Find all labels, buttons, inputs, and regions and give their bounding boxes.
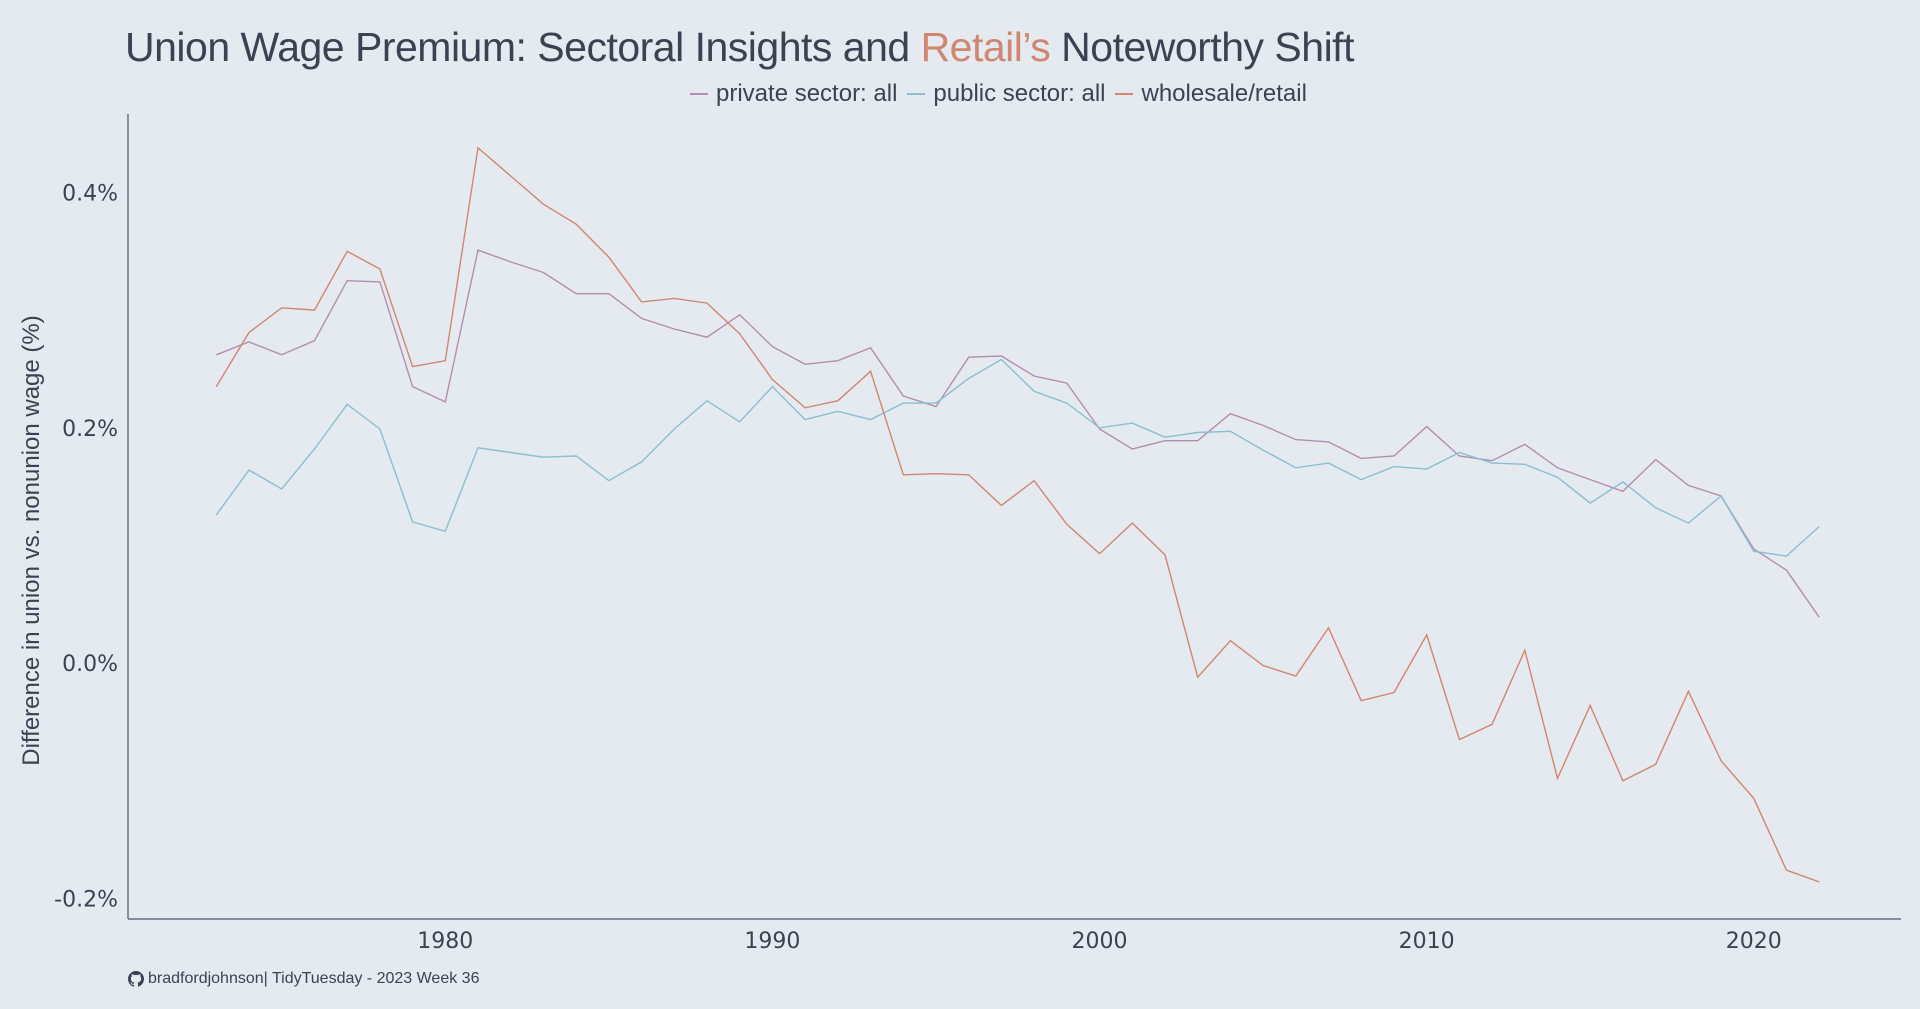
y-tick-label: 0.0% — [62, 652, 118, 677]
y-tick-label: 0.2% — [62, 417, 118, 442]
y-axis-title: Difference in union vs. nonunion wage (%… — [18, 315, 45, 766]
legend-item-public: public sector: all — [907, 80, 1105, 108]
title-suffix: Noteworthy Shift — [1050, 24, 1354, 70]
legend-item-retail: wholesale/retail — [1115, 80, 1307, 108]
chart-title: Union Wage Premium: Sectoral Insights an… — [125, 24, 1354, 71]
axes — [127, 114, 1901, 920]
legend-label-private: private sector: all — [716, 80, 898, 107]
y-tick-labels: 0.4% 0.2% 0.0% -0.2% — [54, 181, 118, 912]
series-line-wholesale-retail — [215, 146, 1820, 883]
x-tick-label: 2010 — [1399, 929, 1455, 954]
github-icon — [128, 971, 144, 987]
legend-key-public — [907, 93, 926, 95]
title-highlight: Retail’s — [920, 24, 1051, 70]
series-line-public-sector-all — [215, 358, 1820, 557]
legend-label-retail: wholesale/retail — [1141, 80, 1307, 107]
legend-label-public: public sector: all — [933, 80, 1106, 107]
y-tick-label: -0.2% — [54, 887, 118, 912]
x-tick-label: 1980 — [417, 929, 473, 954]
y-tick-label: 0.4% — [62, 181, 118, 206]
legend: private sector: all public sector: all w… — [690, 80, 1307, 108]
legend-item-private: private sector: all — [690, 80, 897, 108]
footer-text: bradfordjohnson| TidyTuesday - 2023 Week… — [148, 970, 480, 987]
series-lines — [215, 146, 1820, 883]
x-tick-label: 2000 — [1072, 929, 1128, 954]
series-line-private-sector-all — [216, 249, 1820, 618]
title-prefix: Union Wage Premium: Sectoral Insights an… — [125, 24, 921, 70]
x-tick-label: 2020 — [1726, 929, 1782, 954]
x-tick-labels: 1980 1990 2000 2010 2020 — [417, 929, 1781, 954]
x-tick-label: 1990 — [744, 929, 800, 954]
legend-key-retail — [1115, 93, 1134, 95]
footer-caption: bradfordjohnson| TidyTuesday - 2023 Week… — [128, 970, 479, 988]
legend-key-private — [690, 93, 708, 95]
